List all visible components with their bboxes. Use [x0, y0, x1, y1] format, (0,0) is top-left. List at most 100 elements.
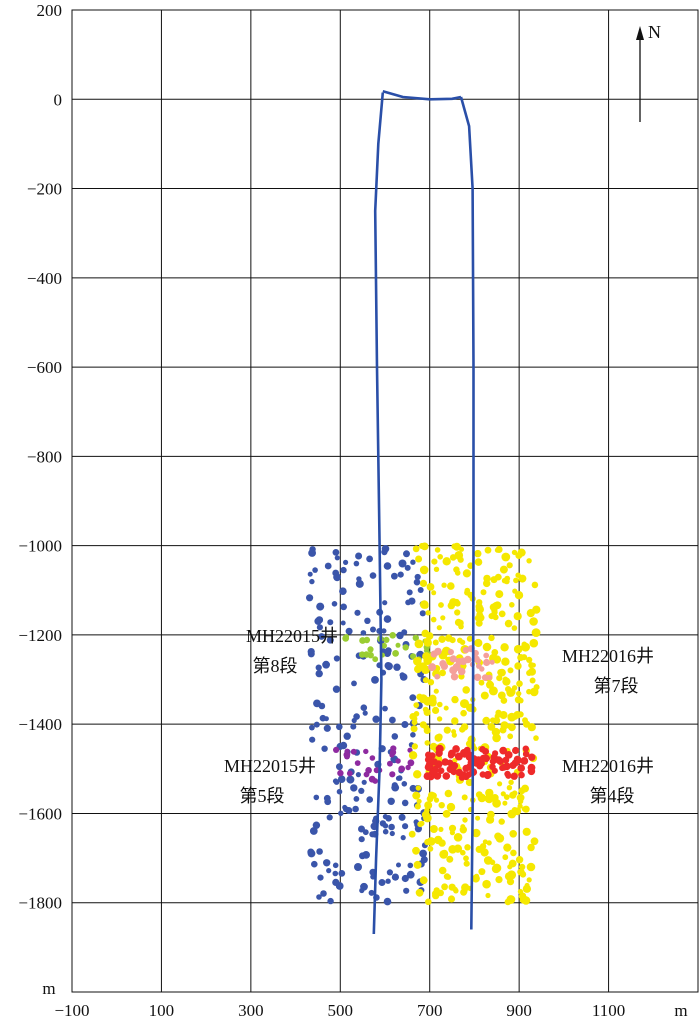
tick-labels: 200 0 −200 −400 −600 −800 −1000 −1200 −1400 −1600…: [18, 1, 625, 1020]
event-point-series-3: [429, 825, 438, 833]
event-point-series-3: [517, 803, 523, 809]
event-point-series-3: [416, 693, 423, 701]
event-point-series-3: [423, 727, 431, 734]
event-point-series-3: [530, 837, 539, 846]
north-arrow-head: [636, 26, 644, 40]
event-point-series-3: [509, 791, 517, 799]
event-point-series-0: [368, 889, 375, 896]
event-point-series-2: [350, 748, 357, 755]
event-point-series-5: [511, 759, 519, 767]
event-point-series-0: [336, 788, 343, 795]
event-point-series-3: [528, 667, 536, 676]
event-point-series-0: [306, 594, 314, 602]
event-point-series-3: [495, 546, 503, 553]
event-point-series-3: [497, 669, 504, 676]
event-point-series-3: [464, 844, 471, 851]
event-point-series-2: [389, 771, 396, 778]
event-point-series-1: [383, 636, 390, 644]
event-point-series-3: [433, 688, 439, 694]
event-point-series-0: [383, 615, 392, 623]
event-point-series-3: [463, 860, 470, 867]
event-point-series-0: [401, 721, 409, 728]
y-tick-label: −800: [27, 447, 62, 466]
event-point-series-5: [489, 758, 497, 765]
event-point-series-0: [343, 732, 351, 740]
event-point-series-3: [501, 657, 510, 666]
event-point-series-4: [430, 650, 438, 658]
event-point-series-3: [497, 711, 504, 718]
event-point-series-3: [504, 619, 513, 628]
event-point-series-3: [482, 839, 488, 845]
event-point-series-3: [516, 680, 523, 687]
event-point-series-3: [438, 839, 446, 847]
event-point-series-0: [340, 566, 347, 574]
event-point-series-5: [522, 745, 529, 752]
event-point-series-3: [426, 837, 436, 846]
event-point-series-3: [506, 785, 513, 791]
event-point-series-3: [432, 639, 439, 646]
event-point-series-3: [462, 888, 468, 895]
y-tick-label: −1400: [18, 715, 62, 734]
event-point-series-0: [353, 796, 360, 802]
event-point-series-0: [327, 897, 334, 905]
event-point-series-3: [441, 883, 448, 891]
event-point-series-3: [521, 642, 530, 652]
event-point-series-3: [509, 830, 517, 838]
event-point-series-5: [430, 758, 438, 766]
event-point-series-5: [499, 746, 508, 755]
event-point-series-3: [438, 602, 444, 608]
event-point-series-3: [526, 688, 532, 695]
event-point-series-3: [413, 770, 422, 779]
event-point-series-0: [417, 587, 424, 593]
event-point-series-3: [491, 607, 498, 614]
well-trajectory-0: [372, 92, 385, 935]
event-point-series-3: [408, 830, 416, 838]
event-point-series-4: [455, 658, 463, 666]
event-point-series-0: [356, 576, 362, 582]
event-point-series-0: [322, 660, 330, 669]
event-point-series-0: [381, 548, 388, 556]
event-point-series-5: [435, 749, 443, 757]
event-point-series-3: [513, 711, 522, 719]
event-point-series-0: [307, 571, 313, 577]
event-point-series-5: [442, 772, 451, 780]
event-point-series-3: [529, 617, 538, 626]
event-point-series-0: [355, 552, 363, 560]
event-point-series-3: [515, 856, 524, 864]
x-tick-label: 700: [417, 1001, 443, 1020]
event-point-series-0: [398, 559, 407, 568]
event-point-series-4: [434, 673, 440, 680]
event-point-series-3: [424, 807, 430, 814]
event-point-series-3: [462, 686, 471, 694]
event-point-series-3: [438, 866, 447, 875]
event-point-series-3: [466, 635, 473, 642]
event-point-series-3: [496, 675, 503, 682]
event-point-series-0: [316, 894, 322, 900]
event-point-series-3: [449, 637, 456, 644]
event-point-series-0: [331, 601, 338, 607]
event-point-series-3: [533, 684, 540, 691]
x-axis-unit: m: [674, 1001, 687, 1020]
event-point-series-1: [363, 636, 371, 644]
well-trajectory-1: [459, 96, 475, 930]
x-tick-label: 900: [506, 1001, 532, 1020]
event-point-series-0: [315, 664, 322, 671]
event-point-series-0: [396, 775, 403, 781]
event-point-series-1: [359, 651, 366, 658]
event-point-series-0: [369, 572, 377, 579]
event-point-series-5: [430, 768, 437, 776]
event-point-series-3: [506, 723, 512, 729]
event-point-series-3: [437, 701, 443, 708]
event-point-series-0: [358, 836, 365, 843]
event-point-series-3: [484, 794, 494, 804]
event-point-series-0: [340, 620, 346, 626]
event-point-series-0: [396, 631, 404, 640]
event-point-series-3: [415, 888, 424, 897]
event-point-series-0: [315, 616, 324, 624]
y-tick-label: −1800: [18, 894, 62, 913]
event-point-series-0: [391, 572, 398, 580]
event-point-series-0: [359, 887, 365, 894]
event-point-series-3: [513, 644, 523, 654]
event-point-series-3: [449, 554, 457, 561]
event-point-series-3: [521, 806, 527, 812]
